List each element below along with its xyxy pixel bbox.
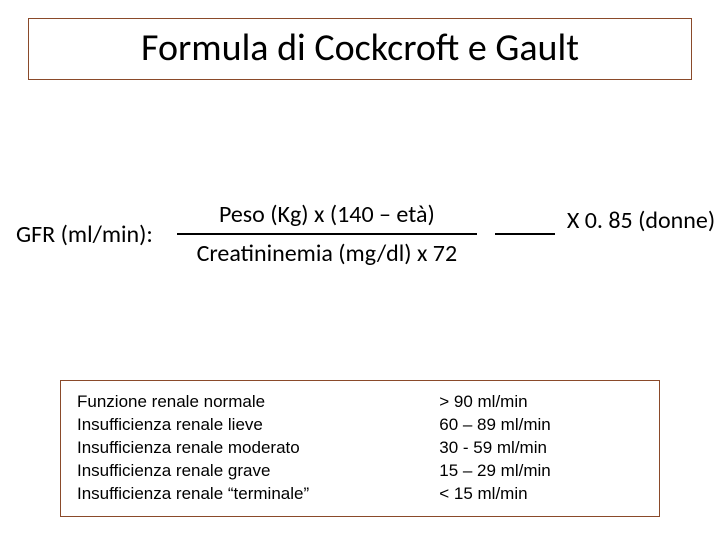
classification-labels-column: Funzione renale normale Insufficienza re…: [77, 391, 439, 506]
slide: Formula di Cockcroft e Gault GFR (ml/min…: [0, 0, 720, 540]
slide-title: Formula di Cockcroft e Gault: [43, 25, 677, 71]
formula-row: GFR (ml/min): Peso (Kg) x (140 – età) Cr…: [16, 200, 704, 268]
fraction-line: [177, 233, 477, 235]
classification-box: Funzione renale normale Insufficienza re…: [60, 380, 660, 517]
classification-value: > 90 ml/min: [439, 391, 643, 414]
classification-label: Insufficienza renale grave: [77, 460, 439, 483]
classification-label: Insufficienza renale lieve: [77, 414, 439, 437]
classification-value: 60 – 89 ml/min: [439, 414, 643, 437]
classification-value: 15 – 29 ml/min: [439, 460, 643, 483]
classification-value: 30 - 59 ml/min: [439, 437, 643, 460]
formula-denominator: Creatininemia (mg/dl) x 72: [197, 239, 458, 268]
multiplier-line: [495, 233, 555, 235]
formula-fraction: Peso (Kg) x (140 – età) Creatininemia (m…: [165, 200, 489, 268]
title-box: Formula di Cockcroft e Gault: [28, 18, 692, 80]
formula-numerator: Peso (Kg) x (140 – età): [219, 200, 435, 229]
gfr-label: GFR (ml/min):: [16, 220, 165, 249]
classification-label: Funzione renale normale: [77, 391, 439, 414]
classification-label: Insufficienza renale “terminale”: [77, 483, 439, 506]
formula-multiplier: X 0. 85 (donne): [561, 206, 715, 263]
classification-values-column: > 90 ml/min 60 – 89 ml/min 30 - 59 ml/mi…: [439, 391, 643, 506]
classification-value: < 15 ml/min: [439, 483, 643, 506]
classification-label: Insufficienza renale moderato: [77, 437, 439, 460]
